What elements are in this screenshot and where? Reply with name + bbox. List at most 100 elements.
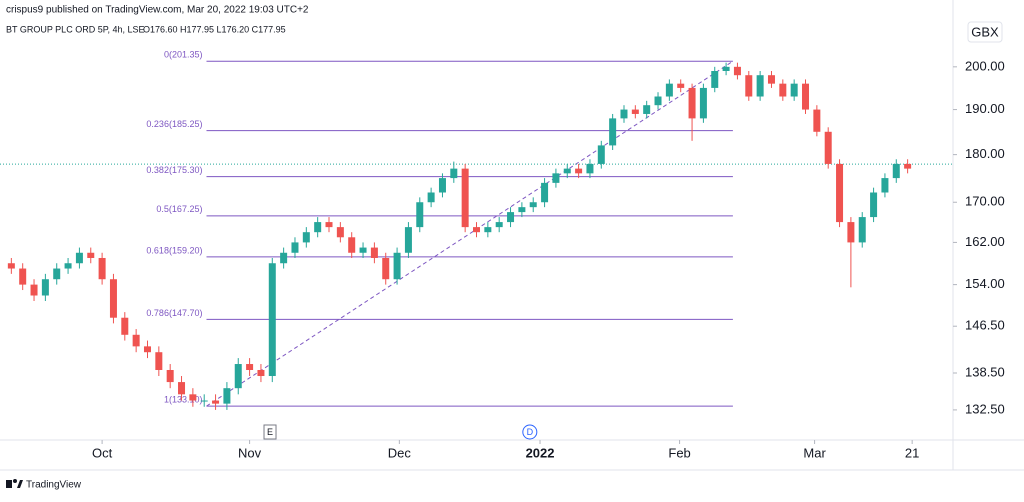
candle-body	[291, 242, 299, 253]
fib-label: 0.5(167.25)	[156, 204, 202, 214]
candle-body	[109, 279, 117, 318]
symbol: BT GROUP PLC ORD 5P, 4h, LSE	[6, 24, 145, 34]
candle-body	[416, 202, 424, 228]
x-tick-label: Feb	[668, 445, 690, 460]
candle-body	[382, 257, 390, 280]
candle-body	[541, 182, 549, 203]
candle-body	[359, 247, 367, 253]
fib-label: 1(133.10)	[164, 395, 203, 405]
candle-body	[733, 66, 741, 76]
candle-body	[143, 346, 151, 353]
candle-body	[484, 227, 492, 233]
candle-body	[234, 364, 242, 389]
candle-body	[178, 382, 186, 395]
candle-body	[302, 232, 310, 243]
candle-body	[711, 71, 719, 88]
event-marker	[263, 424, 277, 440]
candle-body	[858, 217, 866, 243]
candle-body	[575, 168, 583, 174]
candle-body	[121, 317, 129, 335]
candle-body	[64, 263, 72, 269]
candle-body	[631, 109, 639, 114]
candle-body	[325, 222, 333, 228]
candle-body	[609, 118, 617, 146]
y-tick-label: 200.00	[965, 58, 1005, 73]
candle-body	[98, 257, 106, 280]
candle-body	[552, 173, 560, 183]
fib-label: 0.786(147.70)	[146, 308, 202, 318]
candle-body	[166, 370, 174, 383]
candle-body	[813, 109, 821, 132]
candle-body	[314, 222, 322, 233]
candle-body	[586, 163, 594, 174]
candle-body	[563, 168, 571, 174]
candle-body	[336, 227, 344, 238]
y-tick-label: 170.00	[965, 194, 1005, 209]
candle-body	[790, 83, 798, 97]
x-tick-label: 2022	[526, 445, 555, 460]
candle-body	[348, 237, 356, 253]
candle-body	[870, 192, 878, 218]
candle-body	[688, 87, 696, 119]
fib-label: 0.618(159.20)	[146, 245, 202, 255]
x-tick-label: Nov	[238, 445, 262, 460]
candle-body	[75, 252, 83, 264]
candle-body	[370, 247, 378, 258]
candle-body	[881, 178, 889, 193]
candle-body	[779, 83, 787, 97]
candle-body	[824, 131, 832, 164]
candle-body	[212, 400, 220, 404]
candle-body	[268, 263, 276, 377]
candle-body	[722, 66, 730, 72]
y-tick-label: 132.50	[965, 401, 1005, 416]
y-tick-label: 154.00	[965, 276, 1005, 291]
fib-label: 0.382(175.30)	[146, 165, 202, 175]
candle-body	[473, 227, 480, 233]
candle-body	[438, 178, 446, 193]
x-tick-label: Oct	[92, 445, 113, 460]
candle-body	[155, 352, 163, 371]
y-tick-label: 146.50	[965, 318, 1005, 333]
y-tick-label: 180.00	[965, 146, 1005, 161]
candle-body	[529, 202, 537, 208]
x-tick-label: Dec	[388, 445, 412, 460]
candle-body	[597, 145, 605, 164]
header: crispus9 published on TradingView.com, M…	[6, 5, 309, 16]
currency-box[interactable]	[967, 21, 1003, 43]
candle-body	[132, 334, 140, 347]
candle-body	[41, 279, 49, 296]
fib-label: 0.236(185.25)	[146, 119, 202, 129]
event-label: D	[527, 427, 534, 437]
candle-body	[699, 87, 707, 119]
brand: TradingView	[26, 480, 82, 491]
candle-body	[756, 75, 764, 97]
y-tick-label: 162.00	[965, 234, 1005, 249]
plot: 0(201.35) 0.236(185.25) 0.382(175.30) 0.5(1…	[0, 50, 953, 410]
candle-body	[847, 222, 855, 243]
candle-body	[404, 227, 412, 253]
candle-body	[427, 192, 435, 203]
candle-body	[767, 75, 775, 84]
currency[interactable]: GBX	[971, 24, 999, 39]
candle-body	[30, 284, 38, 296]
candle-body	[643, 105, 651, 114]
event-marker	[522, 424, 538, 440]
brand-logo	[6, 479, 23, 488]
candle-body	[518, 207, 526, 213]
candle-body	[223, 388, 231, 404]
candle-body	[461, 168, 469, 228]
candle-body	[654, 96, 662, 106]
candle-body	[280, 252, 288, 264]
candle-body	[677, 83, 685, 88]
candle-body	[836, 163, 844, 223]
candle-body	[665, 83, 673, 97]
quote: O176.60 H177.95 L176.20 C177.95	[143, 24, 286, 34]
candle-body	[393, 252, 401, 280]
candle-body	[892, 163, 900, 179]
candle-body	[7, 263, 15, 269]
event-label: E	[267, 427, 273, 437]
candle-body	[802, 83, 810, 110]
